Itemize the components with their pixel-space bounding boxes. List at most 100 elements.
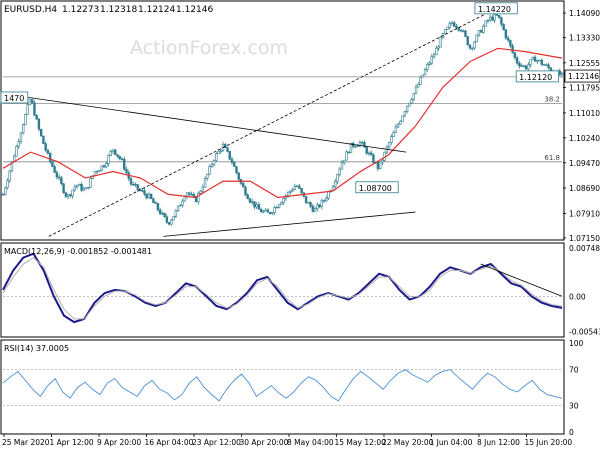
candle-body: [439, 36, 442, 48]
candle-body: [509, 39, 512, 47]
candle-body: [414, 86, 418, 94]
candle-body: [327, 191, 330, 199]
candle-body: [244, 186, 247, 196]
candle-body: [102, 165, 106, 168]
candle-body: [540, 59, 543, 65]
price-axis-label: 1.11795: [569, 83, 600, 92]
candle-body: [275, 206, 279, 209]
candle-body: [423, 69, 427, 76]
candle-body: [217, 150, 220, 154]
ohlc-close: 1.12146: [176, 5, 213, 15]
candle-body: [167, 222, 171, 225]
fib-level-label: 38.2: [544, 95, 560, 103]
current-price-label: 1.12146: [568, 72, 599, 81]
candle-body: [208, 166, 211, 175]
candle-body: [471, 47, 474, 50]
candle-body: [132, 183, 135, 186]
candle-body: [170, 219, 173, 225]
candle-body: [197, 193, 200, 203]
candle-body: [105, 163, 108, 168]
candle-body: [80, 184, 83, 191]
price-label: 1.12120: [515, 70, 559, 83]
candle-body: [280, 202, 283, 206]
candle-body: [363, 142, 366, 148]
candle-body: [282, 198, 285, 203]
candle-body: [291, 189, 294, 192]
candle-body: [336, 174, 339, 182]
candle-body: [129, 178, 133, 185]
candle-body: [253, 201, 256, 208]
price-label-box: [355, 181, 399, 194]
candle-body: [529, 59, 532, 66]
candle-body: [48, 153, 52, 162]
macd-title: MACD(12,26,9) -0.001852 -0.001481: [4, 247, 152, 256]
price-label-text: 1.14220: [478, 5, 511, 14]
candle-body: [542, 64, 546, 66]
candle-body: [219, 150, 222, 152]
price-layer: 38.2 61.8 1.14220 1.12120 1.08700 1470: [0, 2, 564, 237]
candle-body: [286, 191, 290, 197]
candle-body: [8, 170, 11, 182]
candle-body: [46, 149, 50, 154]
candle-body: [181, 200, 184, 206]
price-label-text: 1470: [4, 94, 24, 103]
candle-body: [453, 22, 456, 27]
candle-body: [163, 212, 166, 218]
candle-body: [179, 204, 182, 207]
candle-body: [345, 151, 348, 161]
candle-body: [520, 65, 523, 67]
candle-body: [468, 44, 472, 49]
candle-body: [15, 145, 18, 157]
time-axis-label: 23 Apr 12:00: [192, 438, 241, 447]
candle-body: [459, 29, 463, 32]
macd-signal-line: [2, 256, 563, 320]
candle-body: [295, 185, 299, 188]
candle-body: [340, 162, 344, 170]
candle-body: [123, 158, 126, 170]
candle-body: [360, 141, 364, 144]
candle-body: [486, 19, 490, 22]
macd-axis-label: 0.007485: [569, 244, 600, 253]
candle-body: [430, 56, 433, 64]
candle-body: [367, 152, 371, 155]
candle-body: [17, 140, 20, 147]
candle-body: [381, 159, 384, 163]
candle-body: [35, 115, 38, 120]
candle-body: [403, 111, 407, 117]
candle-body: [417, 83, 420, 88]
candle-body: [311, 205, 315, 212]
candle-body: [165, 216, 169, 223]
candle-body: [444, 29, 447, 34]
candle-body: [134, 183, 137, 186]
rsi-axis-label: 30: [569, 401, 579, 410]
candle-body: [495, 14, 499, 16]
moving-average-line: [2, 47, 563, 199]
candle-body: [347, 151, 350, 154]
candle-body: [255, 204, 258, 208]
candle-body: [224, 143, 227, 148]
candle-body: [448, 23, 451, 28]
candle-body: [100, 165, 103, 171]
time-axis-label: 8 May 04:00: [287, 438, 334, 447]
candle-body: [322, 200, 326, 202]
candle-body: [399, 120, 402, 125]
time-axis-label: 25 Mar 2020: [2, 438, 50, 447]
candle-body: [51, 161, 54, 167]
candle-body: [513, 52, 517, 58]
price-label: 1.08700: [355, 181, 399, 194]
candle-body: [98, 169, 101, 172]
candle-body: [376, 161, 380, 169]
symbol-name: EURUSD.H4: [4, 5, 57, 15]
rsi-axis-label: 70: [569, 366, 579, 375]
candle-body: [1, 193, 5, 196]
candle-body: [421, 74, 425, 78]
candle-body: [201, 186, 205, 192]
candle-body: [262, 210, 265, 213]
candle-body: [264, 209, 267, 212]
candle-body: [307, 202, 310, 204]
candle-body: [37, 118, 41, 130]
candle-body: [466, 36, 469, 46]
candle-body: [511, 45, 514, 53]
time-axis-label: 22 May 20:00: [382, 438, 434, 447]
